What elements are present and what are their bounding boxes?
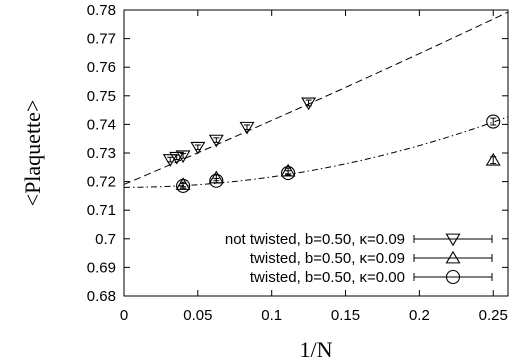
- legend-marker: [445, 233, 461, 247]
- y-tick-label: 0.7: [95, 231, 116, 248]
- y-tick-label: 0.77: [87, 31, 116, 48]
- y-tick-label: 0.71: [87, 202, 116, 219]
- x-tick-label: 0.05: [183, 307, 212, 324]
- series-2: [175, 152, 501, 190]
- y-tick-label: 0.68: [87, 288, 116, 305]
- y-tick-label: 0.72: [87, 174, 116, 191]
- x-tick-label: 0.15: [331, 307, 360, 324]
- legend-label: twisted, b=0.50, κ=0.09: [250, 250, 405, 267]
- y-tick-label: 0.74: [87, 116, 116, 133]
- x-axis-label: 1/N: [300, 337, 333, 362]
- y-tick-label: 0.76: [87, 59, 116, 76]
- x-tick-label: 0.1: [261, 307, 282, 324]
- y-axis-ticks: 0.68 0.69 0.7 0.71 0.72 0.73 0.74 0.75 0.76 0.77 0…: [87, 2, 508, 305]
- data-point: [209, 173, 224, 188]
- series-3: [176, 114, 501, 193]
- data-point: [301, 97, 317, 111]
- y-tick-label: 0.78: [87, 2, 116, 19]
- data-point: [190, 141, 206, 155]
- y-tick-label: 0.69: [87, 259, 116, 276]
- legend-marker: [445, 250, 461, 264]
- fit-curves: [123, 11, 509, 188]
- legend-marker: [445, 269, 461, 285]
- data-point: [485, 152, 501, 166]
- data-point: [486, 114, 501, 129]
- data-series: [162, 97, 501, 193]
- y-tick-label: 0.73: [87, 145, 116, 162]
- fit-curve-dash-dot: [124, 116, 509, 188]
- x-tick-label: 0: [120, 307, 128, 324]
- x-axis-ticks: 0 0.05 0.1 0.15 0.2 0.25: [120, 10, 508, 324]
- series-1: [162, 97, 317, 167]
- data-point: [175, 150, 191, 164]
- y-tick-label: 0.75: [87, 88, 116, 105]
- data-point: [208, 134, 224, 148]
- y-axis-label: <Plaquette>: [20, 100, 45, 207]
- data-point: [281, 165, 296, 181]
- legend-label: twisted, b=0.50, κ=0.00: [250, 269, 405, 286]
- legend: not twisted, b=0.50, κ=0.09 twisted, b=0.…: [225, 231, 493, 286]
- data-point: [176, 178, 191, 193]
- x-tick-label: 0.25: [479, 307, 508, 324]
- data-point: [239, 121, 255, 135]
- data-point: [280, 163, 296, 177]
- x-tick-label: 0.2: [409, 307, 430, 324]
- data-point: [169, 151, 185, 165]
- fit-curve-dashed: [123, 11, 509, 185]
- data-point: [175, 177, 191, 190]
- legend-label: not twisted, b=0.50, κ=0.09: [225, 231, 405, 248]
- data-point: [162, 154, 178, 167]
